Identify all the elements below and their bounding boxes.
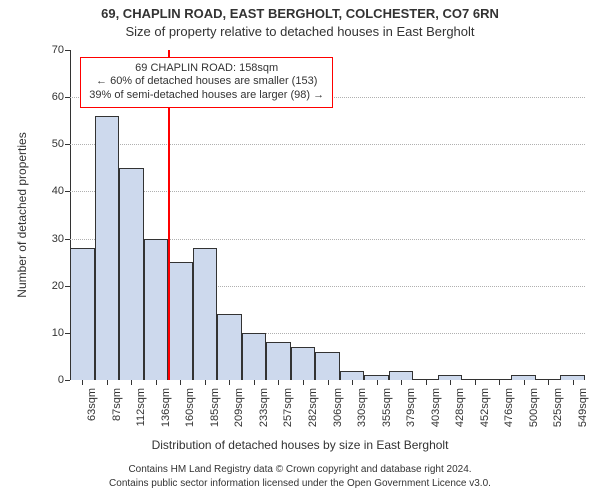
y-tick-mark	[65, 191, 70, 192]
x-tick-label: 112sqm	[135, 388, 147, 426]
x-tick-mark	[303, 380, 304, 385]
x-tick-mark	[426, 380, 427, 385]
x-tick-mark	[352, 380, 353, 385]
x-tick-mark	[180, 380, 181, 385]
histogram-bar	[560, 375, 585, 380]
annotation-line: 69 CHAPLIN ROAD: 158sqm	[89, 62, 324, 76]
x-tick-mark	[254, 380, 255, 385]
y-tick-mark	[65, 380, 70, 381]
x-tick-mark	[524, 380, 525, 385]
annotation-line: 39% of semi-detached houses are larger (…	[89, 89, 324, 103]
y-axis-label: Number of detached properties	[15, 132, 29, 297]
x-tick-label: 185sqm	[209, 388, 221, 427]
x-tick-label: 476sqm	[503, 388, 515, 427]
x-tick-mark	[499, 380, 500, 385]
x-tick-label: 379sqm	[405, 388, 417, 427]
x-tick-label: 87sqm	[111, 388, 123, 421]
x-tick-label: 330sqm	[356, 388, 368, 427]
x-tick-mark	[82, 380, 83, 385]
y-tick-mark	[65, 239, 70, 240]
x-tick-label: 403sqm	[430, 388, 442, 427]
histogram-bar	[144, 239, 169, 380]
x-tick-mark	[548, 380, 549, 385]
y-tick-mark	[65, 144, 70, 145]
x-tick-mark	[131, 380, 132, 385]
y-tick-label: 10	[52, 327, 64, 339]
y-tick-label: 20	[52, 280, 64, 292]
x-tick-mark	[278, 380, 279, 385]
y-gridline	[70, 144, 585, 145]
y-tick-label: 70	[52, 44, 64, 56]
page-subtitle: Size of property relative to detached ho…	[0, 24, 600, 39]
x-tick-label: 209sqm	[233, 388, 245, 427]
histogram-bar	[364, 375, 389, 380]
x-tick-label: 525sqm	[552, 388, 564, 427]
x-axis-label: Distribution of detached houses by size …	[0, 438, 600, 452]
x-tick-label: 306sqm	[332, 388, 344, 427]
y-tick-label: 60	[52, 91, 64, 103]
histogram-bar	[438, 375, 463, 380]
histogram-bar	[217, 314, 242, 380]
y-tick-label: 30	[52, 233, 64, 245]
x-tick-label: 136sqm	[160, 388, 172, 427]
x-tick-label: 549sqm	[577, 388, 589, 427]
x-tick-label: 452sqm	[479, 388, 491, 427]
x-tick-mark	[229, 380, 230, 385]
y-tick-label: 0	[58, 374, 64, 386]
histogram-bar	[389, 371, 414, 380]
histogram-bar	[119, 168, 144, 380]
histogram-bar	[70, 248, 95, 380]
histogram-bar	[168, 262, 193, 380]
histogram-bar	[511, 375, 536, 380]
histogram-bar	[95, 116, 120, 380]
y-tick-label: 40	[52, 185, 64, 197]
annotation-box: 69 CHAPLIN ROAD: 158sqm← 60% of detached…	[80, 57, 333, 108]
y-gridline	[70, 191, 585, 192]
annotation-line: ← 60% of detached houses are smaller (15…	[89, 75, 324, 89]
histogram-bar	[315, 352, 340, 380]
y-tick-mark	[65, 97, 70, 98]
x-tick-mark	[328, 380, 329, 385]
x-tick-label: 500sqm	[528, 388, 540, 427]
footer-line-1: Contains HM Land Registry data © Crown c…	[0, 464, 600, 475]
x-tick-label: 257sqm	[282, 388, 294, 427]
x-tick-label: 355sqm	[381, 388, 393, 427]
y-tick-mark	[65, 50, 70, 51]
histogram-bar	[266, 342, 291, 380]
x-tick-mark	[450, 380, 451, 385]
histogram-bar	[291, 347, 316, 380]
x-tick-mark	[205, 380, 206, 385]
histogram-bar	[242, 333, 267, 380]
x-tick-mark	[377, 380, 378, 385]
x-tick-label: 160sqm	[184, 388, 196, 427]
page-title: 69, CHAPLIN ROAD, EAST BERGHOLT, COLCHES…	[0, 6, 600, 21]
histogram-bar	[193, 248, 218, 380]
histogram-bar	[340, 371, 365, 380]
x-tick-mark	[401, 380, 402, 385]
x-tick-mark	[156, 380, 157, 385]
footer-line-2: Contains public sector information licen…	[0, 478, 600, 489]
x-tick-mark	[573, 380, 574, 385]
x-tick-label: 282sqm	[307, 388, 319, 427]
chart-plot-area: 01020304050607063sqm87sqm112sqm136sqm160…	[70, 50, 585, 380]
x-tick-label: 63sqm	[86, 388, 98, 421]
x-tick-label: 428sqm	[454, 388, 466, 427]
x-tick-mark	[107, 380, 108, 385]
x-tick-mark	[475, 380, 476, 385]
x-tick-label: 233sqm	[258, 388, 270, 427]
y-tick-label: 50	[52, 138, 64, 150]
